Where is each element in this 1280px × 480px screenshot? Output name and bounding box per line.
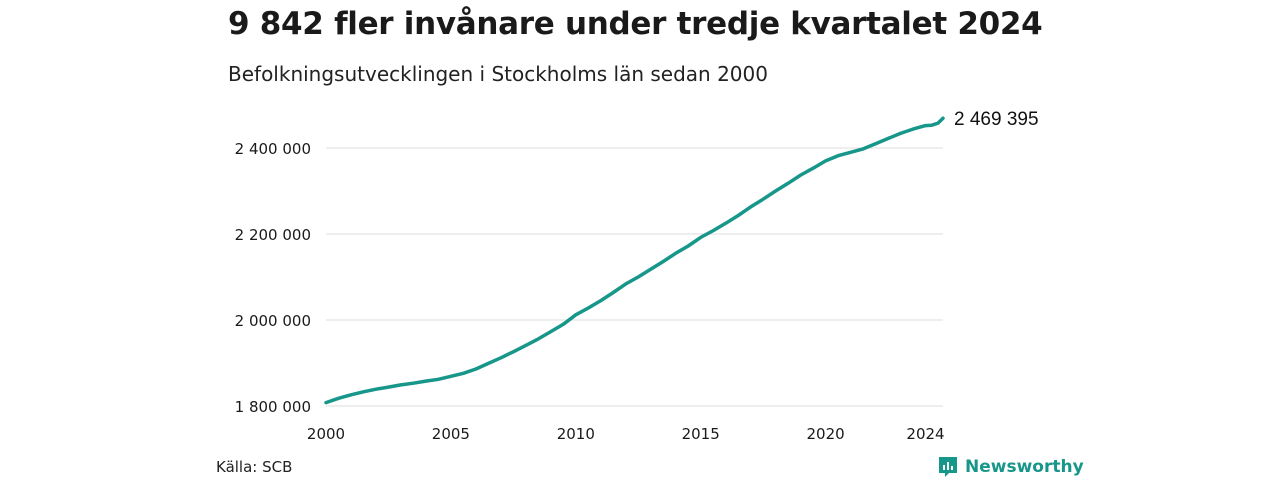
chart-title: 9 842 fler invånare under tredje kvartal… — [228, 6, 1043, 42]
newsworthy-logo-text: Newsworthy — [965, 457, 1084, 477]
chart-subtitle: Befolkningsutvecklingen i Stockholms län… — [228, 62, 768, 86]
end-value-label: 2 469 395 — [954, 109, 1039, 130]
series-layer — [324, 116, 945, 405]
population-series-line — [324, 116, 945, 405]
y-tick-label: 2 000 000 — [235, 312, 311, 330]
x-tick-label: 2005 — [432, 425, 470, 443]
x-tick-label: 2020 — [807, 425, 845, 443]
newsworthy-logo-icon — [939, 457, 957, 477]
x-tick-label: 2015 — [682, 425, 720, 443]
x-axis-ticks: 2000 2005 2010 2015 2020 2024 — [307, 425, 945, 443]
y-tick-label: 2 200 000 — [235, 226, 311, 244]
newsworthy-logo: Newsworthy — [937, 455, 1084, 479]
y-tick-label: 2 400 000 — [235, 140, 311, 158]
source-note: Källa: SCB — [216, 458, 293, 476]
y-axis-ticks: 1 800 000 2 000 000 2 200 000 2 400 000 — [235, 140, 311, 416]
y-tick-label: 1 800 000 — [235, 398, 311, 416]
x-tick-label: 2010 — [557, 425, 595, 443]
x-tick-label: 2000 — [307, 425, 345, 443]
gridlines — [326, 147, 943, 407]
x-tick-label: 2024 — [906, 425, 944, 443]
